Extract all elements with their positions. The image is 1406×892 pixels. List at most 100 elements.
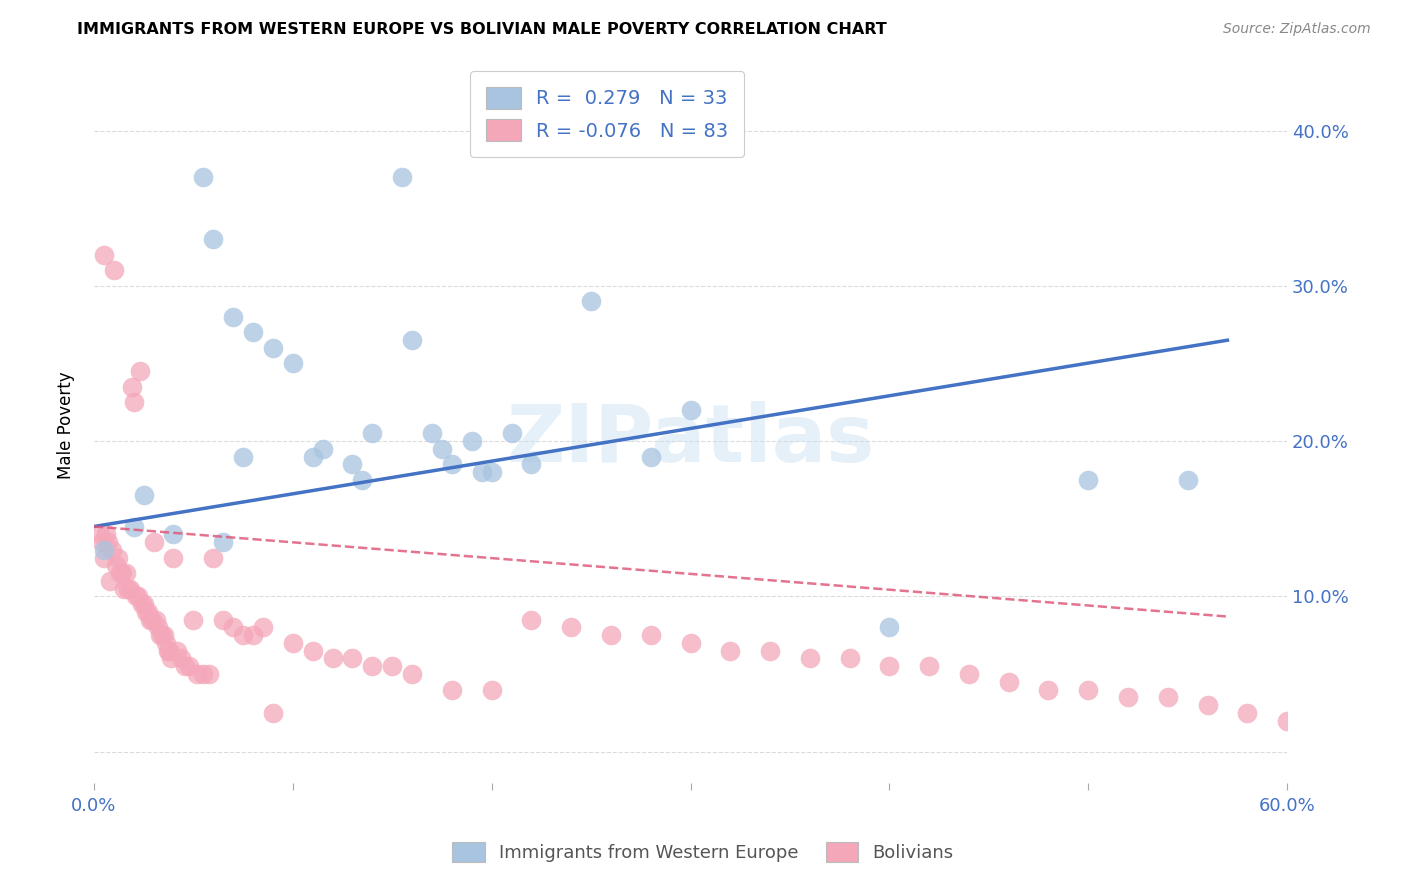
Point [170, 651, 193, 665]
Point [440, 682, 463, 697]
Point [135, 605, 157, 619]
Point [121, 380, 143, 394]
Point [471, 465, 494, 479]
Point [131, 597, 153, 611]
Text: ZIPatlas: ZIPatlas [506, 401, 875, 479]
Point [89, 527, 111, 541]
Point [1038, 682, 1060, 697]
Point [838, 651, 860, 665]
Point [222, 310, 245, 324]
Point [94, 527, 117, 541]
Point [136, 605, 159, 619]
Point [440, 458, 463, 472]
Point [132, 597, 155, 611]
Point [1077, 682, 1099, 697]
Point [1116, 690, 1139, 705]
Point [252, 620, 274, 634]
Point [262, 341, 284, 355]
Point [138, 613, 160, 627]
Point [159, 643, 181, 657]
Point [381, 659, 404, 673]
Point [212, 535, 235, 549]
Point [1197, 698, 1219, 712]
Point [104, 558, 127, 573]
Point [600, 628, 623, 642]
Point [718, 643, 741, 657]
Point [127, 590, 149, 604]
Point [232, 628, 254, 642]
Point [103, 263, 125, 277]
Point [361, 659, 384, 673]
Point [202, 232, 225, 246]
Point [162, 527, 184, 541]
Point [93, 248, 115, 262]
Legend: R =  0.279   N = 33, R = -0.076   N = 83: R = 0.279 N = 33, R = -0.076 N = 83 [470, 71, 744, 157]
Point [420, 426, 443, 441]
Point [759, 643, 782, 657]
Point [93, 550, 115, 565]
Point [430, 442, 453, 456]
Point [640, 450, 662, 464]
Point [879, 620, 901, 634]
Point [186, 667, 208, 681]
Point [174, 659, 197, 673]
Legend: Immigrants from Western Europe, Bolivians: Immigrants from Western Europe, Bolivian… [444, 834, 962, 870]
Point [342, 458, 364, 472]
Point [1077, 473, 1099, 487]
Text: Source: ZipAtlas.com: Source: ZipAtlas.com [1223, 22, 1371, 37]
Text: IMMIGRANTS FROM WESTERN EUROPE VS BOLIVIAN MALE POVERTY CORRELATION CHART: IMMIGRANTS FROM WESTERN EUROPE VS BOLIVI… [77, 22, 887, 37]
Point [679, 403, 702, 417]
Point [101, 542, 124, 557]
Point [501, 426, 523, 441]
Point [1275, 714, 1298, 728]
Point [520, 613, 543, 627]
Point [141, 613, 163, 627]
Point [125, 590, 148, 604]
Point [93, 542, 115, 557]
Point [160, 651, 183, 665]
Point [111, 566, 134, 580]
Point [118, 582, 141, 596]
Point [183, 613, 205, 627]
Point [142, 535, 165, 549]
Point [112, 582, 135, 596]
Point [152, 628, 174, 642]
Point [579, 294, 602, 309]
Point [242, 628, 264, 642]
Point [193, 667, 215, 681]
Point [107, 550, 129, 565]
Point [179, 659, 201, 673]
Point [108, 566, 131, 580]
Point [352, 473, 374, 487]
Point [132, 488, 155, 502]
Point [461, 434, 484, 449]
Point [242, 326, 264, 340]
Point [957, 667, 980, 681]
Point [301, 450, 323, 464]
Point [122, 519, 145, 533]
Point [481, 682, 503, 697]
Point [146, 620, 169, 634]
Point [117, 582, 139, 596]
Point [212, 613, 235, 627]
Point [799, 651, 821, 665]
Point [202, 550, 225, 565]
Point [879, 659, 901, 673]
Point [145, 613, 167, 627]
Point [155, 636, 177, 650]
Point [262, 706, 284, 720]
Point [301, 643, 323, 657]
Point [198, 667, 221, 681]
Point [311, 442, 333, 456]
Point [997, 674, 1019, 689]
Point [232, 450, 254, 464]
Point [1157, 690, 1180, 705]
Point [361, 426, 384, 441]
Point [150, 628, 173, 642]
Point [560, 620, 582, 634]
Point [481, 465, 503, 479]
Point [918, 659, 941, 673]
Point [128, 364, 150, 378]
Point [193, 170, 215, 185]
Y-axis label: Male Poverty: Male Poverty [58, 372, 75, 479]
